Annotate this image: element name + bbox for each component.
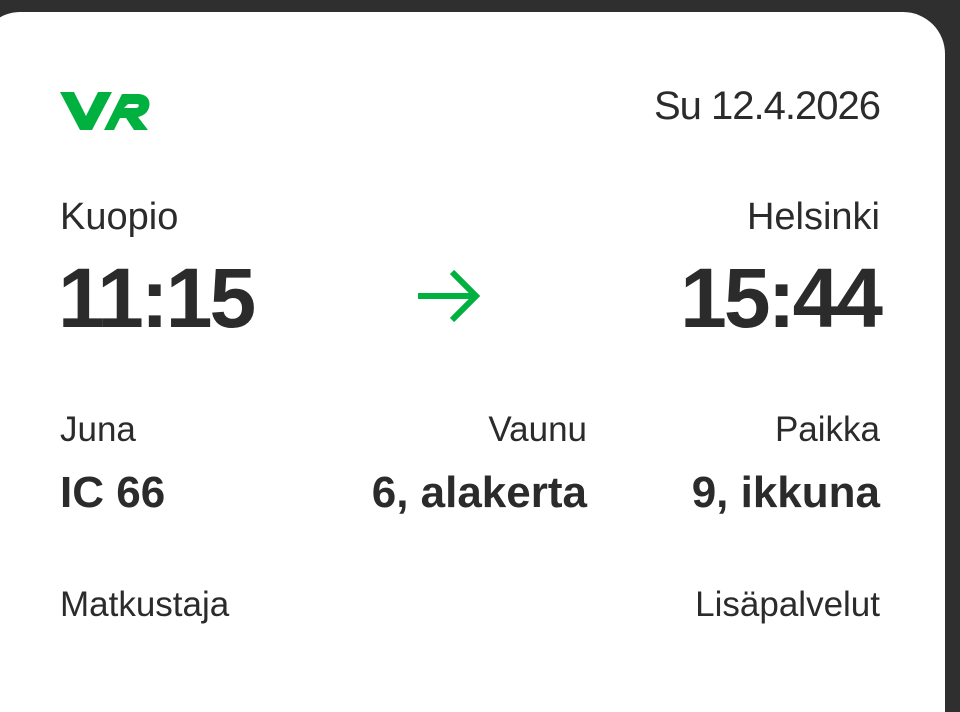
seat-label: Paikka [774,410,880,449]
vr-logo [60,92,150,130]
car-label: Vaunu [488,410,587,449]
arrival-station: Helsinki [746,196,880,238]
train-value: IC 66 [60,468,166,517]
departure-station: Kuopio [60,196,179,238]
seat-value: 9, ikkuna [691,468,880,517]
travel-date: Su 12.4.2026 [654,84,881,128]
departure-time: 11:15 [58,251,256,345]
arrival-time: 15:44 [680,251,883,345]
passenger-label: Matkustaja [60,585,230,624]
extras-label: Lisäpalvelut [695,585,880,624]
ticket-card [0,12,945,712]
car-value: 6, alakerta [371,468,587,517]
train-label: Juna [60,410,136,449]
arrow-right-icon [418,269,481,323]
